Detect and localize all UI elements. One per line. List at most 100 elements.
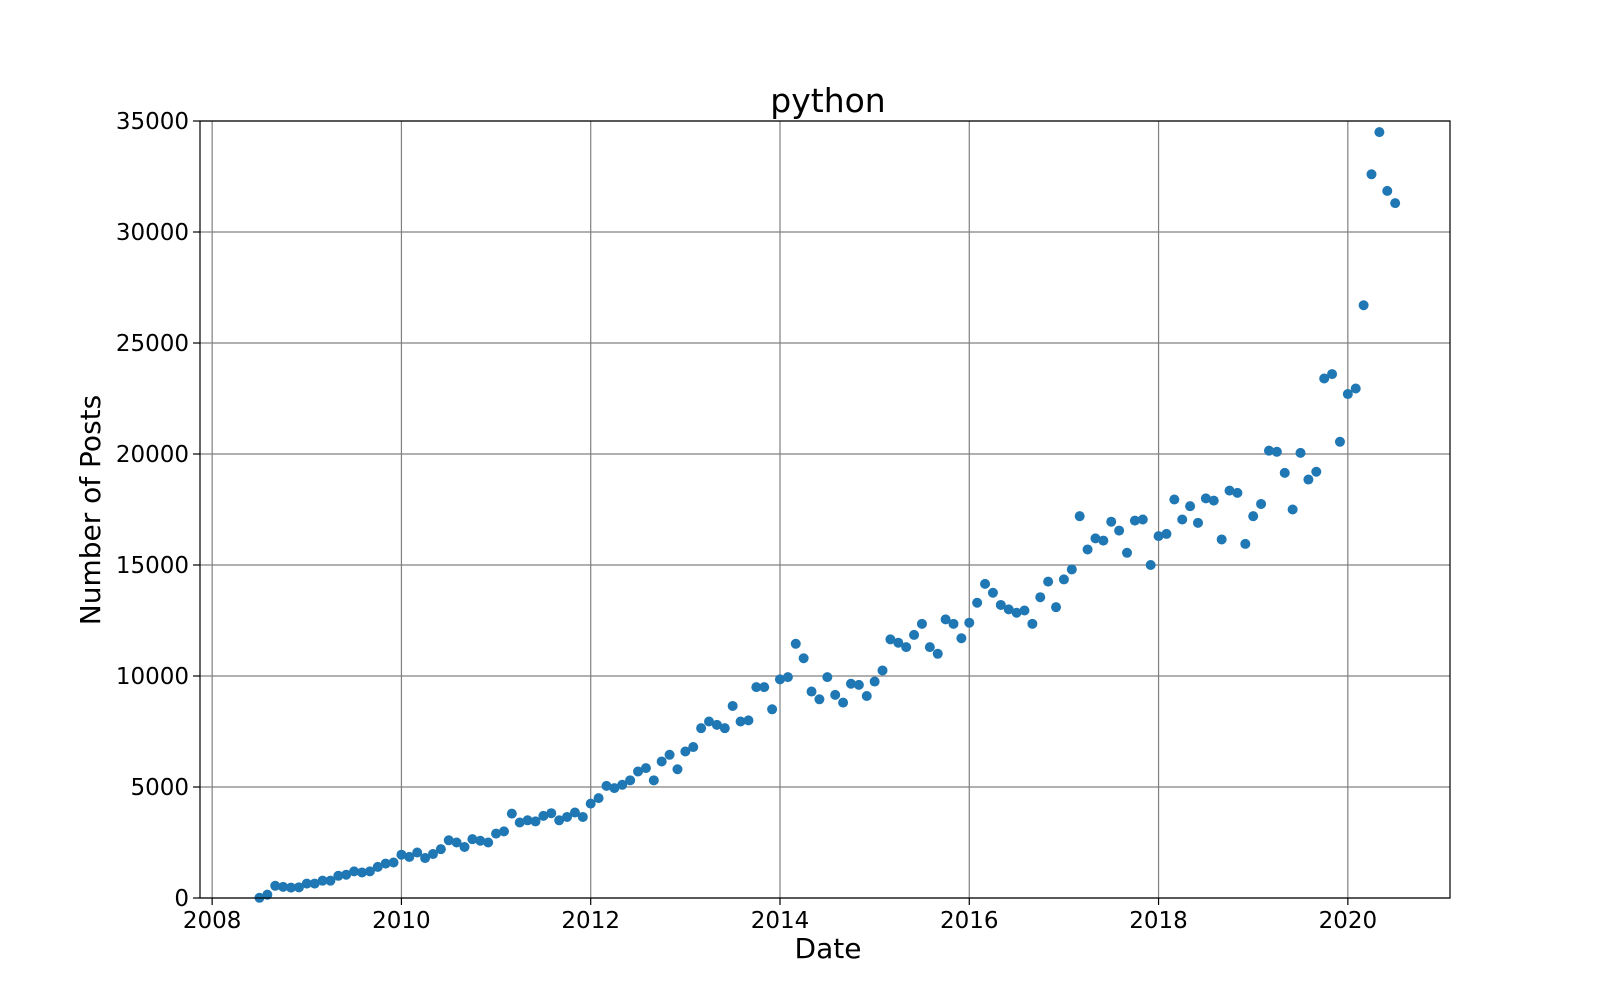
data-point <box>522 815 533 826</box>
data-point <box>1003 604 1014 615</box>
data-point <box>964 617 975 628</box>
data-point <box>593 793 604 804</box>
data-point <box>530 816 541 827</box>
data-point <box>270 880 281 891</box>
data-point <box>1051 602 1062 613</box>
data-point <box>317 875 328 886</box>
data-point <box>893 637 904 648</box>
y-tick-label: 15000 <box>116 553 189 579</box>
data-point <box>286 882 297 893</box>
data-point <box>1192 517 1203 528</box>
data-point <box>751 682 762 693</box>
y-tick-label: 0 <box>174 886 189 912</box>
data-point <box>1350 383 1361 394</box>
data-point <box>1122 547 1133 558</box>
data-point <box>782 672 793 683</box>
data-point <box>987 587 998 598</box>
x-tick-label: 2018 <box>1129 908 1188 934</box>
data-point <box>972 597 983 608</box>
data-point <box>861 690 872 701</box>
data-point <box>562 811 573 822</box>
data-point <box>601 780 612 791</box>
data-point <box>664 749 675 760</box>
data-point <box>380 858 391 869</box>
y-tick-label: 10000 <box>116 664 189 690</box>
data-point <box>1232 487 1243 498</box>
x-tick-label: 2010 <box>372 908 431 934</box>
data-point <box>909 629 920 640</box>
data-point <box>475 835 486 846</box>
data-point <box>901 642 912 653</box>
y-axis-label: Number of Posts <box>74 395 107 625</box>
data-point <box>1248 511 1259 522</box>
data-point <box>1374 127 1385 138</box>
data-point <box>1342 389 1353 400</box>
data-point <box>995 599 1006 610</box>
data-point <box>467 834 478 845</box>
data-point <box>1390 198 1401 209</box>
x-tick-label: 2008 <box>183 908 242 934</box>
data-point <box>767 704 778 715</box>
data-point <box>396 849 407 860</box>
x-tick-label: 2016 <box>940 908 999 934</box>
data-point <box>451 837 462 848</box>
data-point <box>885 634 896 645</box>
data-point <box>1200 493 1211 504</box>
data-point <box>1145 560 1156 570</box>
data-point <box>577 811 588 822</box>
data-point <box>1169 494 1180 505</box>
data-point <box>1035 592 1046 603</box>
chart-title: python <box>770 81 885 120</box>
data-point <box>1082 544 1093 555</box>
data-point <box>554 815 565 826</box>
data-point <box>633 766 644 777</box>
data-point <box>1271 446 1282 457</box>
data-point <box>1114 525 1125 536</box>
data-point <box>609 783 620 794</box>
x-axis-label: Date <box>795 932 862 965</box>
data-point <box>412 847 423 858</box>
data-point <box>1098 535 1109 546</box>
data-point <box>1240 538 1251 549</box>
data-point <box>1161 528 1172 539</box>
data-point <box>569 807 580 818</box>
data-point <box>356 867 367 878</box>
data-point <box>727 700 738 711</box>
data-point <box>1216 534 1227 545</box>
data-point <box>1358 300 1369 311</box>
y-axis-ticks: 0 5000 10000 15000 20000 25000 30000 35000 <box>116 109 200 912</box>
data-point <box>948 618 959 629</box>
data-point <box>325 875 336 886</box>
data-point <box>1303 474 1314 485</box>
data-point <box>1090 533 1101 544</box>
data-point <box>980 578 991 589</box>
data-point <box>704 716 715 727</box>
data-point <box>1027 618 1038 629</box>
data-point <box>1279 467 1290 478</box>
data-point <box>774 674 785 685</box>
data-point <box>696 723 707 734</box>
data-point <box>427 849 438 860</box>
data-point <box>1129 515 1140 526</box>
data-point <box>1066 564 1077 575</box>
data-point <box>916 618 927 629</box>
data-point <box>483 837 494 848</box>
data-point <box>790 638 801 649</box>
data-point <box>278 881 289 892</box>
data-point <box>1019 605 1030 616</box>
data-point <box>830 689 841 700</box>
plot-frame <box>199 120 1451 899</box>
data-point <box>1366 169 1377 180</box>
y-tick-label: 35000 <box>116 109 189 135</box>
data-point <box>877 665 888 676</box>
x-tick-label: 2014 <box>751 908 810 934</box>
data-point <box>845 678 856 689</box>
data-point <box>806 686 817 697</box>
data-point <box>617 779 628 790</box>
data-point <box>1106 516 1117 527</box>
data-point <box>1334 436 1345 447</box>
data-point <box>1137 514 1148 525</box>
data-point <box>435 844 446 855</box>
data-point <box>1208 495 1219 506</box>
